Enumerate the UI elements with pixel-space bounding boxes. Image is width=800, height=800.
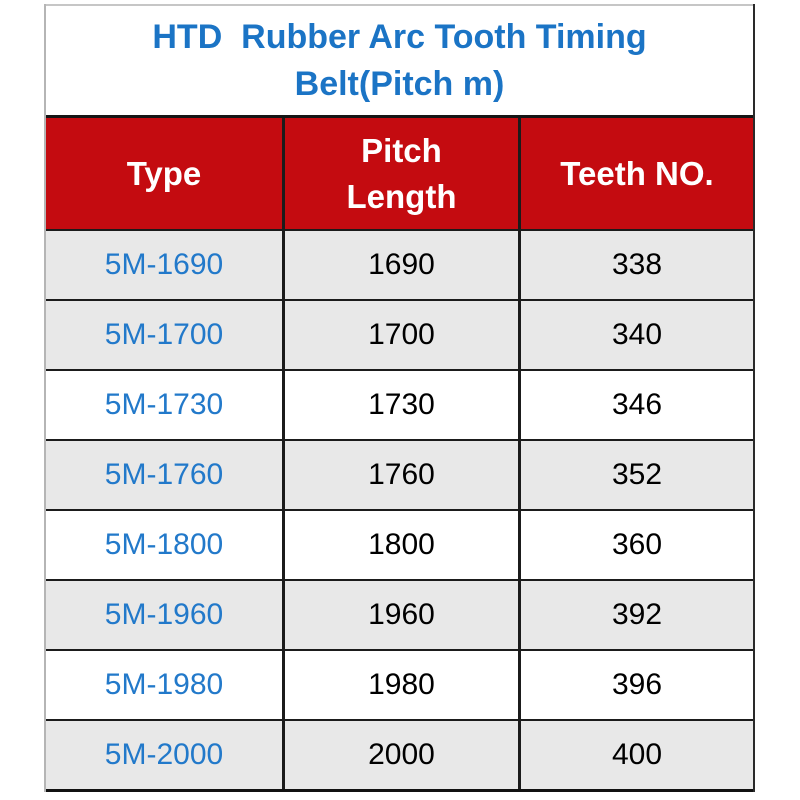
cell-type: 5M-1730 (104, 388, 224, 421)
cell-type: 5M-2000 (104, 738, 224, 771)
title-box: HTD Rubber Arc Tooth Timing Belt(Pitch m… (46, 4, 753, 118)
table-row: 5M-1980 1980 396 (46, 651, 753, 721)
cell-pitch-length: 2000 (282, 721, 518, 789)
cell-teeth-no: 392 (518, 581, 753, 649)
cell-teeth-no: 338 (518, 231, 753, 299)
cell-pitch-length: 1760 (282, 441, 518, 509)
table-row: 5M-1760 1760 352 (46, 441, 753, 511)
cell-pitch-length: 1980 (282, 651, 518, 719)
cell-teeth-no: 360 (518, 511, 753, 579)
table-row: 5M-2000 2000 400 (46, 721, 753, 792)
cell-pitch-length: 1690 (282, 231, 518, 299)
cell-type: 5M-1690 (104, 248, 224, 281)
table-row: 5M-1730 1730 346 (46, 371, 753, 441)
cell-teeth-no: 396 (518, 651, 753, 719)
table-row: 5M-1960 1960 392 (46, 581, 753, 651)
table-row: 5M-1690 1690 338 (46, 231, 753, 301)
cell-pitch-length: 1960 (282, 581, 518, 649)
cell-type: 5M-1700 (104, 318, 224, 351)
table-row: 5M-1800 1800 360 (46, 511, 753, 581)
cell-teeth-no: 400 (518, 721, 753, 789)
cell-type: 5M-1960 (104, 598, 224, 631)
cell-type: 5M-1980 (104, 668, 224, 701)
cell-type: 5M-1800 (104, 528, 224, 561)
belt-spec-sheet: HTD Rubber Arc Tooth Timing Belt(Pitch m… (44, 4, 755, 792)
page-title: HTD Rubber Arc Tooth Timing Belt(Pitch m… (152, 17, 647, 103)
cell-pitch-length: 1800 (282, 511, 518, 579)
cell-teeth-no: 352 (518, 441, 753, 509)
cell-teeth-no: 340 (518, 301, 753, 369)
cell-type: 5M-1760 (104, 458, 224, 491)
header-cell-type: Type (126, 154, 202, 192)
table-row: 5M-1700 1700 340 (46, 301, 753, 371)
header-cell-pitch-length: Pitch Length (282, 118, 518, 229)
header-cell-teeth-no: Teeth NO. (518, 118, 753, 229)
cell-pitch-length: 1730 (282, 371, 518, 439)
cell-teeth-no: 346 (518, 371, 753, 439)
cell-pitch-length: 1700 (282, 301, 518, 369)
table-header-row: Type Pitch Length Teeth NO. (46, 118, 753, 231)
